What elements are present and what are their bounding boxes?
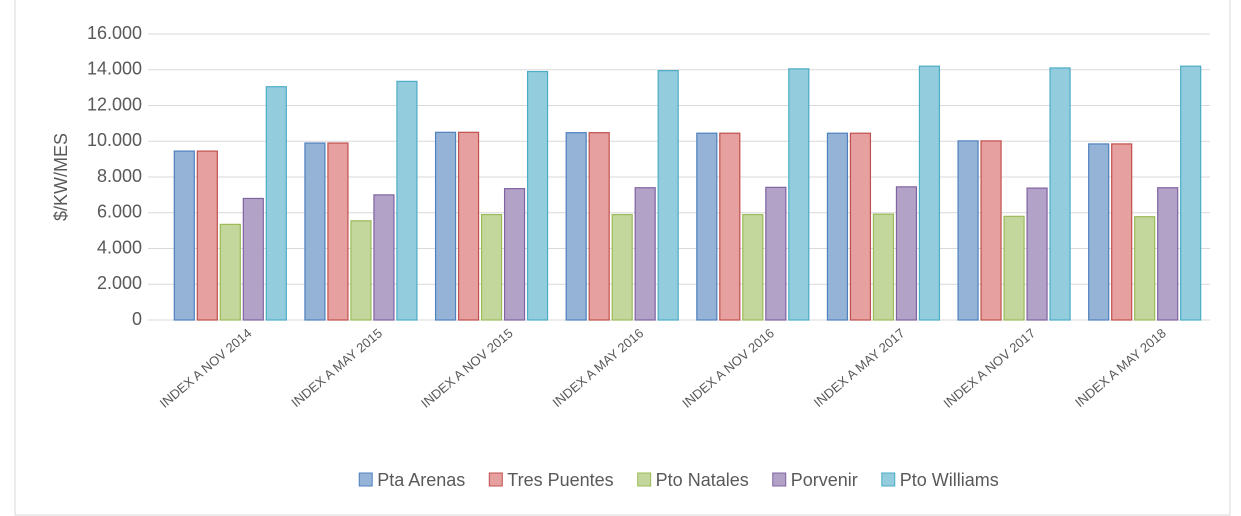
bar — [1049, 67, 1071, 321]
bar — [1026, 187, 1048, 321]
bar — [219, 223, 241, 321]
bar — [1157, 187, 1179, 321]
bar — [696, 132, 718, 321]
bar — [1088, 143, 1110, 321]
bar — [434, 131, 457, 321]
bar — [242, 197, 264, 321]
bar — [657, 70, 679, 321]
bar — [765, 186, 787, 321]
bar — [895, 186, 918, 321]
bar — [373, 194, 395, 321]
bar — [350, 220, 372, 321]
bar — [480, 213, 503, 321]
legend-swatch — [881, 472, 896, 487]
legend-swatch — [637, 472, 652, 487]
bar — [611, 213, 633, 321]
y-tick-label: 14.000 — [87, 59, 142, 79]
bar — [872, 213, 895, 321]
y-tick-label: 10.000 — [87, 130, 142, 150]
legend-label: Tres Puentes — [507, 470, 613, 490]
legend-label: Pto Williams — [900, 470, 999, 490]
y-tick-label: 4.000 — [97, 237, 142, 257]
y-tick-label: 12.000 — [87, 94, 142, 114]
bar — [719, 132, 741, 321]
bar — [1003, 215, 1025, 321]
bar — [788, 68, 810, 321]
bar — [196, 150, 218, 321]
bar — [957, 140, 979, 321]
legend-swatch — [488, 472, 503, 487]
bar — [526, 70, 549, 321]
bar — [327, 142, 349, 321]
bar — [980, 140, 1002, 321]
bar — [826, 132, 849, 321]
legend-swatch — [358, 472, 373, 487]
bar — [849, 132, 872, 321]
bar — [1111, 143, 1133, 321]
y-tick-label: 16.000 — [87, 23, 142, 43]
legend-label: Porvenir — [791, 470, 858, 490]
bar — [265, 86, 287, 321]
bar — [503, 188, 526, 321]
legend-label: Pta Arenas — [377, 470, 465, 490]
bar — [565, 132, 587, 321]
bar — [1134, 216, 1156, 321]
bar — [173, 150, 195, 321]
legend-swatch — [772, 472, 787, 487]
y-tick-label: 2.000 — [97, 273, 142, 293]
y-tick-label: 6.000 — [97, 202, 142, 222]
y-tick-label: 0 — [132, 309, 142, 329]
bar — [396, 80, 418, 321]
bar — [918, 65, 941, 321]
bar — [304, 142, 326, 321]
legend-label: Pto Natales — [656, 470, 749, 490]
y-tick-label: 8.000 — [97, 166, 142, 186]
bar — [1180, 65, 1202, 321]
y-axis-label: $/KW/MES — [51, 133, 71, 221]
bar — [457, 131, 480, 321]
bar — [588, 132, 610, 321]
bar — [634, 187, 656, 321]
bar — [742, 213, 764, 321]
